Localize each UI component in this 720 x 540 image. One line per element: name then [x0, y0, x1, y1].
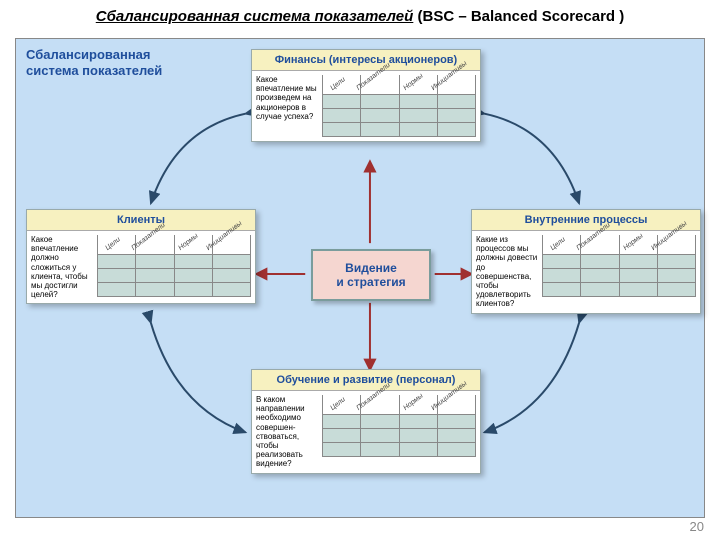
grid-cell — [438, 109, 476, 123]
center-vision-strategy: Видение и стратегия — [311, 249, 431, 301]
perspective-learning: Обучение и развитие (персонал) В каком на… — [251, 369, 481, 474]
grid-cell — [581, 269, 619, 283]
bsc-label: Сбалансированная система показателей — [26, 47, 176, 78]
grid-cell — [322, 429, 361, 443]
grid-cell — [581, 255, 619, 269]
grid-cell — [438, 123, 476, 137]
grid-row — [97, 255, 251, 269]
grid-column-header: Показатели — [361, 395, 399, 415]
grid-row — [322, 429, 476, 443]
grid-cell — [322, 123, 361, 137]
grid-row — [322, 95, 476, 109]
grid-cell — [361, 415, 399, 429]
grid-row — [542, 255, 696, 269]
grid-cell — [361, 429, 399, 443]
grid-cell — [175, 255, 213, 269]
metrics-grid: ЦелиПоказателиНормыИнициативы — [322, 395, 476, 469]
grid-cell — [542, 269, 581, 283]
grid-cell — [620, 255, 658, 269]
grid-cell — [400, 415, 438, 429]
grid-cell — [400, 109, 438, 123]
grid-column-header: Показатели — [581, 235, 619, 255]
metrics-grid: ЦелиПоказателиНормыИнициативы — [322, 75, 476, 137]
grid-cell — [361, 123, 399, 137]
grid-cell — [322, 95, 361, 109]
perspective-header: Обучение и развитие (персонал) — [252, 370, 480, 391]
grid-cell — [361, 95, 399, 109]
grid-cell — [658, 255, 696, 269]
diagram-canvas: Сбалансированная система показателей — [15, 38, 705, 518]
metrics-grid: ЦелиПоказателиНормыИнициативы — [542, 235, 696, 309]
grid-cell — [581, 283, 619, 297]
grid-cell — [542, 255, 581, 269]
grid-row — [322, 109, 476, 123]
grid-cell — [97, 269, 136, 283]
grid-cell — [400, 443, 438, 457]
perspective-header: Финансы (интересы акционеров) — [252, 50, 480, 71]
grid-cell — [175, 269, 213, 283]
grid-cell — [322, 109, 361, 123]
grid-cell — [400, 95, 438, 109]
perspective-processes: Внутренние процессы Какие из процессов мы… — [471, 209, 701, 314]
grid-cell — [97, 283, 136, 297]
page-number: 20 — [690, 519, 704, 534]
grid-column-header: Инициативы — [438, 395, 476, 415]
perspective-question: В каком направлении необходимо совершен-… — [256, 395, 318, 469]
grid-cell — [620, 269, 658, 283]
grid-cell — [213, 283, 251, 297]
grid-column-header: Показатели — [136, 235, 174, 255]
metrics-grid: ЦелиПоказателиНормыИнициативы — [97, 235, 251, 299]
grid-cell — [438, 429, 476, 443]
grid-row — [542, 269, 696, 283]
perspective-question: Какие из процессов мы должны довести до … — [476, 235, 538, 309]
perspective-question: Какое впечатление должно сложиться у кли… — [31, 235, 93, 299]
grid-cell — [658, 269, 696, 283]
perspective-finance: Финансы (интересы акционеров) Какое впеча… — [251, 49, 481, 142]
grid-cell — [400, 429, 438, 443]
grid-column-header: Инициативы — [438, 75, 476, 95]
grid-cell — [361, 443, 399, 457]
grid-cell — [658, 283, 696, 297]
grid-cell — [361, 109, 399, 123]
grid-row — [542, 283, 696, 297]
grid-cell — [136, 269, 174, 283]
grid-row — [97, 269, 251, 283]
perspective-clients: Клиенты Какое впечатление должно сложитьс… — [26, 209, 256, 304]
grid-column-header: Инициативы — [658, 235, 696, 255]
grid-cell — [97, 255, 136, 269]
grid-row — [97, 283, 251, 297]
grid-cell — [438, 95, 476, 109]
grid-row — [322, 415, 476, 429]
grid-cell — [213, 269, 251, 283]
grid-column-header: Инициативы — [213, 235, 251, 255]
grid-cell — [322, 415, 361, 429]
title-italic: Сбалансированная система показателей — [96, 8, 414, 25]
grid-cell — [542, 283, 581, 297]
grid-cell — [620, 283, 658, 297]
grid-cell — [213, 255, 251, 269]
grid-cell — [136, 283, 174, 297]
perspective-header: Внутренние процессы — [472, 210, 700, 231]
perspective-question: Какое впечатление мы произведем на акцио… — [256, 75, 318, 137]
grid-column-header: Показатели — [361, 75, 399, 95]
slide-title: Сбалансированная система показателей (BS… — [0, 8, 720, 25]
perspective-header: Клиенты — [27, 210, 255, 231]
title-rest: (BSC – Balanced Scorecard ) — [413, 8, 624, 25]
grid-cell — [322, 443, 361, 457]
grid-cell — [400, 123, 438, 137]
grid-cell — [175, 283, 213, 297]
grid-cell — [438, 415, 476, 429]
grid-cell — [438, 443, 476, 457]
grid-cell — [136, 255, 174, 269]
grid-row — [322, 443, 476, 457]
grid-row — [322, 123, 476, 137]
